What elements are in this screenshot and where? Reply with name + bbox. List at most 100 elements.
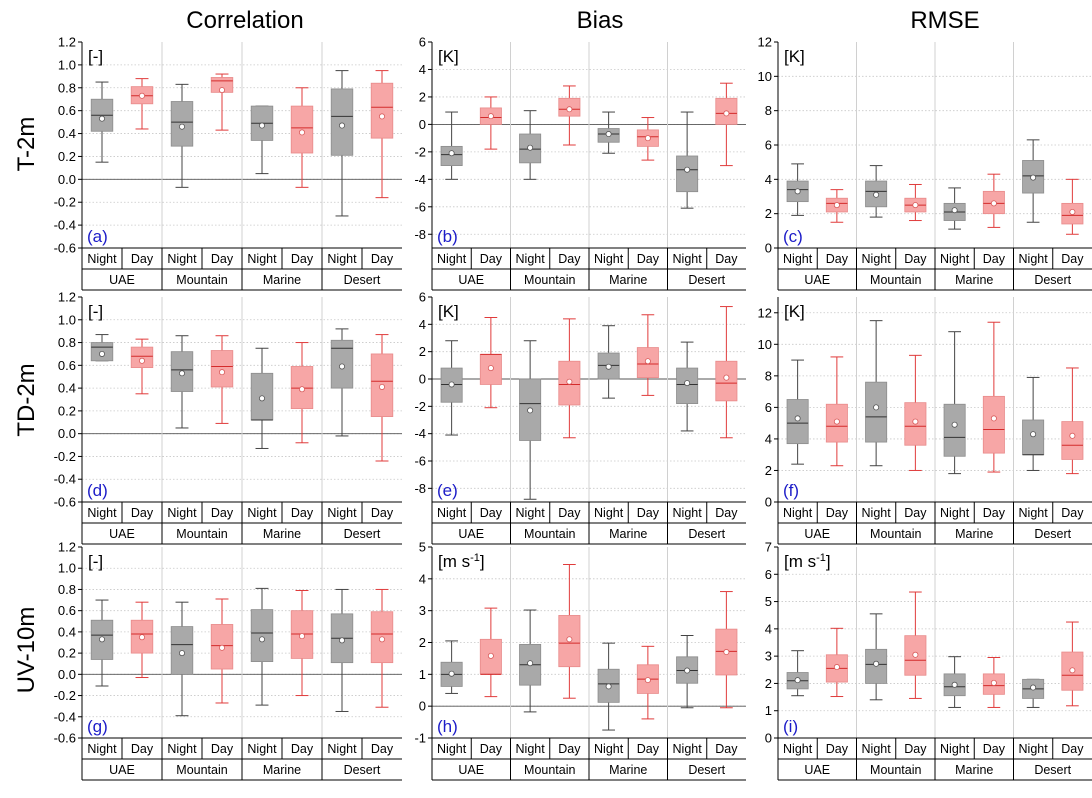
category-label: Day [291, 742, 314, 756]
y-tick-label: 0 [419, 117, 426, 132]
box-desert-night [676, 111, 699, 209]
category-label: Day [637, 742, 660, 756]
category-label: Night [673, 252, 703, 266]
y-tick-label: 0.2 [58, 646, 76, 661]
category-label: Day [131, 252, 154, 266]
y-tick-label: 1.0 [58, 57, 76, 72]
box-mountain-night [519, 609, 542, 713]
region-label: Marine [263, 527, 301, 541]
box-mountain-day [904, 183, 927, 222]
region-label: Desert [344, 527, 381, 541]
box-uae-day [825, 189, 848, 223]
category-label: Night [516, 252, 546, 266]
category-label: Day [904, 252, 927, 266]
y-tick-label: 12 [758, 35, 772, 50]
box-uae-night [90, 599, 114, 687]
mean-marker [298, 633, 305, 640]
box-desert-day [715, 591, 738, 709]
mean-marker [873, 404, 880, 411]
mean-marker [605, 363, 612, 370]
box-desert-day [1061, 367, 1084, 475]
box-marine-night [943, 187, 966, 230]
mean-marker [258, 395, 265, 402]
box-marine-day [982, 173, 1005, 228]
y-tick-label: -0.2 [54, 688, 76, 703]
box-mountain-day [904, 591, 927, 699]
region-label: Mountain [176, 527, 227, 541]
mean-marker [298, 386, 305, 393]
box-marine-night [943, 331, 966, 475]
mean-marker [258, 122, 265, 129]
box-marine-day [290, 590, 314, 697]
mean-marker [644, 677, 651, 684]
category-label: Day [715, 252, 738, 266]
mean-marker [178, 370, 185, 377]
y-tick-label: -0.4 [54, 472, 76, 487]
y-tick-label: 6 [419, 290, 426, 305]
panel-b: -8 -6 -4 -2 0 2 4 6 [K] (b) Night Day Night Day Night D… [414, 35, 746, 291]
unit-label: [m s-1] [438, 552, 485, 571]
region-label: Desert [688, 763, 725, 777]
region-label: Mountain [176, 763, 227, 777]
box-mountain-night [170, 601, 194, 717]
category-label: Night [516, 506, 546, 520]
column-title-correlation: Correlation [186, 7, 303, 34]
y-tick-label: 0.0 [58, 667, 76, 682]
panel-label: (b) [437, 227, 458, 246]
y-tick-label: -1 [414, 731, 426, 746]
y-tick-label: 0.2 [58, 403, 76, 418]
category-label: Night [167, 742, 197, 756]
y-tick-label: 4 [765, 172, 772, 187]
mean-marker [951, 421, 958, 428]
box-iqr [250, 609, 274, 662]
mean-marker [487, 652, 494, 659]
region-label: Marine [955, 527, 993, 541]
box-desert-night [330, 70, 354, 217]
panel-e: -8 -6 -4 -2 0 2 4 6 [K] (e) Night Day Night Day Night D… [414, 290, 746, 545]
box-iqr [715, 360, 738, 402]
region-label: Desert [344, 763, 381, 777]
y-tick-label: -0.2 [54, 195, 76, 210]
unit-superscript: -1 [816, 552, 826, 564]
mean-marker [723, 649, 730, 656]
category-label: Night [247, 252, 277, 266]
box-desert-day [370, 588, 394, 708]
y-tick-label: 6 [765, 400, 772, 415]
y-tick-label: 0.6 [58, 103, 76, 118]
box-marine-night [250, 105, 274, 175]
y-tick-label: 6 [765, 138, 772, 153]
region-label: UAE [109, 763, 135, 777]
y-tick-label: 2 [419, 344, 426, 359]
mean-marker [684, 380, 691, 387]
mean-marker [1030, 174, 1037, 181]
mean-marker [723, 374, 730, 381]
y-tick-label: 0 [765, 495, 772, 510]
mean-marker [990, 200, 997, 207]
box-desert-day [370, 70, 394, 199]
unit-label: [m s-1] [784, 552, 831, 571]
y-tick-label: 0.2 [58, 149, 76, 164]
y-tick-label: 0.6 [58, 603, 76, 618]
box-desert-day [1061, 178, 1084, 235]
unit-label: [-] [88, 47, 103, 66]
box-mountain-day [558, 318, 581, 439]
box-marine-day [290, 342, 314, 444]
y-tick-label: 5 [419, 540, 426, 555]
mean-marker [566, 106, 573, 113]
y-tick-label: -6 [414, 454, 426, 469]
box-mountain-day [210, 598, 234, 704]
y-tick-label: -0.4 [54, 709, 76, 724]
y-tick-label: 0.4 [58, 126, 76, 141]
mean-marker [873, 191, 880, 198]
mean-marker [833, 664, 840, 671]
category-label: Day [826, 506, 849, 520]
mean-marker [378, 636, 385, 643]
box-desert-night [676, 634, 699, 709]
y-tick-label: 1.2 [58, 290, 76, 305]
box-iqr [330, 88, 354, 156]
region-label: UAE [804, 763, 830, 777]
mean-marker [448, 381, 455, 388]
y-tick-label: 0.8 [58, 335, 76, 350]
category-label: Night [862, 252, 892, 266]
box-marine-night [597, 325, 620, 399]
